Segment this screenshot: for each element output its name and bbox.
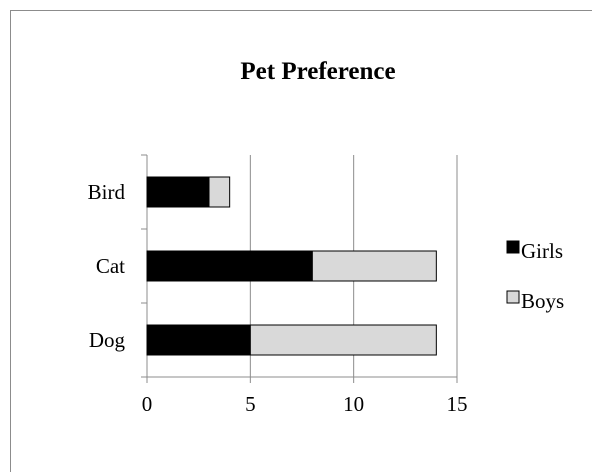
x-tick-label-5: 5 [245,392,256,416]
chart-title: Pet Preference [240,58,396,85]
bar-bird-girls [146,176,210,208]
x-tick-label-15: 15 [447,392,468,416]
chart-frame [10,10,592,472]
bar-dog-boys [249,324,437,356]
bar-bird-boys [208,176,231,208]
legend-label-girls: Girls [521,239,563,263]
tick-labels: 0 5 10 15 Bird Cat Dog [88,180,468,416]
y-tick-label-bird: Bird [88,180,126,204]
legend-label-boys: Boys [521,289,564,313]
bar-cat-girls [146,250,313,282]
x-tick-label-10: 10 [343,392,364,416]
y-tick-label-cat: Cat [96,254,125,278]
legend-swatch-girls [506,240,520,254]
legend-swatch-boys [506,290,520,304]
bar-cat-boys [311,250,437,282]
y-tick-label-dog: Dog [89,328,126,352]
bar-dog-girls [146,324,251,356]
bars [146,176,437,356]
legend: Girls Boys [506,239,564,313]
x-tick-label-0: 0 [142,392,153,416]
